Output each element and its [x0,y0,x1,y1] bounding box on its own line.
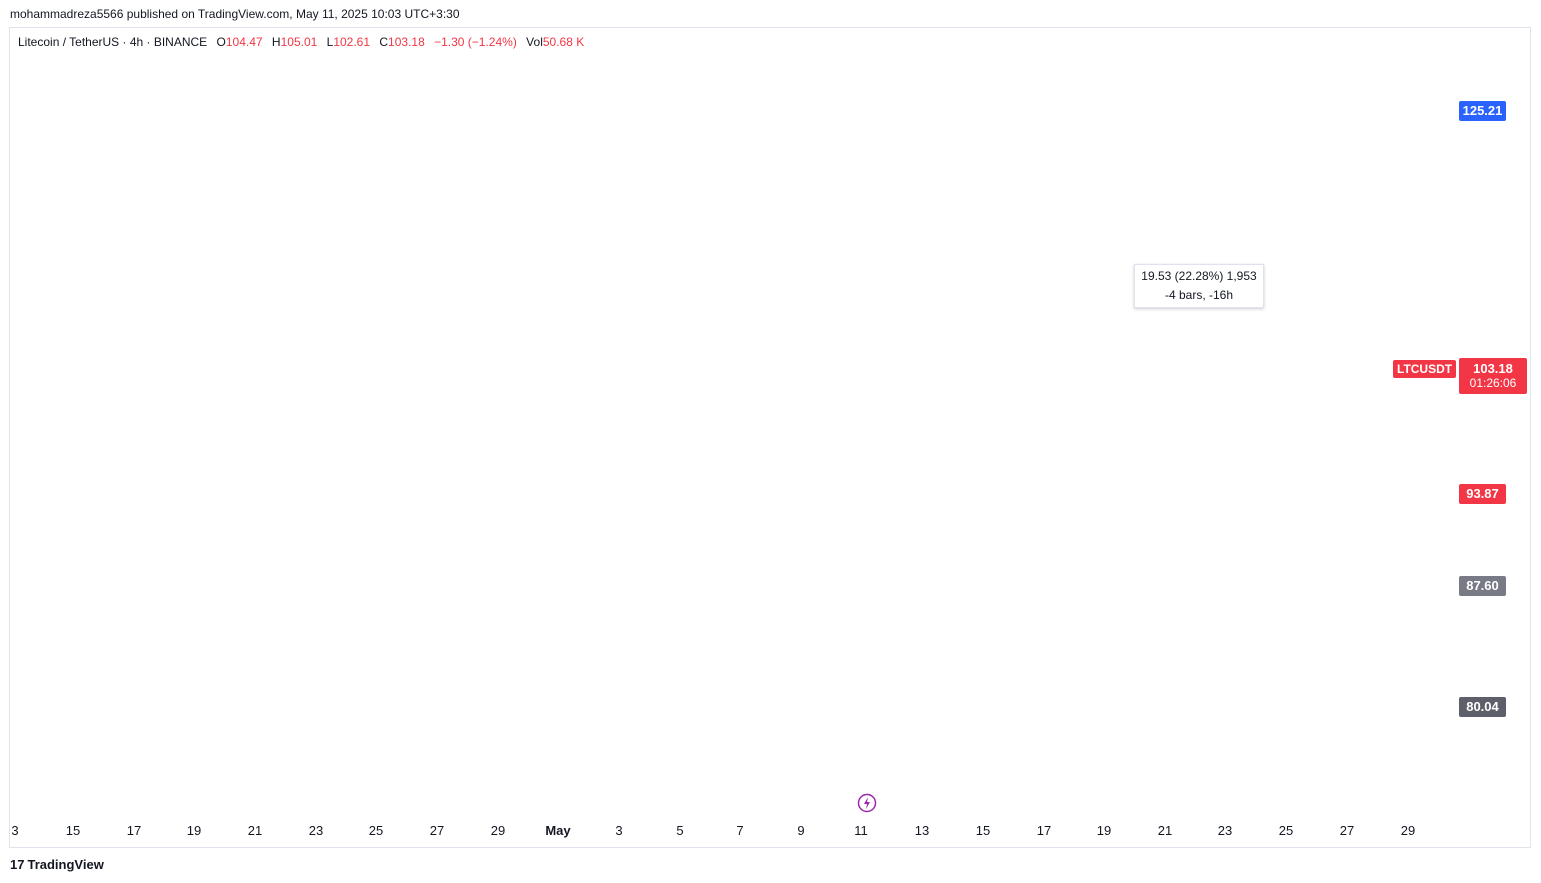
chart-frame[interactable] [9,27,1531,848]
x-tick-label: 9 [797,823,805,838]
volume-label: Vol [526,35,543,49]
close-label: C [379,35,389,49]
bar-countdown: 01:26:06 [1469,376,1517,390]
current-price-badge: 103.18 01:26:06 [1459,358,1527,394]
x-tick-label: 3 [615,823,623,838]
x-tick-label: 19 [186,823,202,838]
ticker-tag: LTCUSDT [1393,360,1457,378]
lightning-icon[interactable] [857,793,877,813]
symbol-legend: Litecoin / TetherUS · 4h · BINANCE O104.… [18,35,584,49]
x-tick-label: 3 [11,823,19,838]
x-tick-label: 17 [1036,823,1052,838]
measurement-line-1: 19.53 (22.28%) 1,953 [1141,269,1257,283]
x-tick-label: 23 [1217,823,1233,838]
x-tick-label: 27 [1339,823,1355,838]
publisher-header: mohammadreza5566 published on TradingVie… [10,7,460,21]
open-label: O [216,35,226,49]
x-tick-label: 27 [429,823,445,838]
measurement-line-2: -4 bars, -16h [1164,288,1234,302]
volume-value: 50.68 K [542,35,585,49]
stop-price-badge: 80.04 [1459,697,1506,717]
target-price-badge: 125.21 [1459,101,1506,121]
x-tick-label: 25 [368,823,384,838]
x-tick-label: 19 [1096,823,1112,838]
x-tick-label: 29 [1400,823,1416,838]
x-tick-label: 29 [490,823,506,838]
low-value: 102.61 [333,35,371,49]
measurement-tooltip: 19.53 (22.28%) 1,953 -4 bars, -16h [1134,264,1264,308]
x-tick-label: 7 [736,823,744,838]
x-tick-label: 15 [975,823,991,838]
x-tick-label: 13 [914,823,930,838]
stop-zone-top-badge: 87.60 [1459,576,1506,596]
change-value: −1.30 (−1.24%) [434,35,517,49]
x-tick-label: 5 [676,823,684,838]
x-tick-label: 11 [854,823,868,838]
x-tick-label: May [545,823,571,838]
tradingview-logo-text: TradingView [27,857,104,872]
close-value: 103.18 [388,35,425,49]
open-value: 104.47 [225,35,263,49]
current-price: 103.18 [1473,361,1513,376]
x-tick-label: 25 [1278,823,1294,838]
low-label: L [326,35,334,49]
entry-price-badge: 93.87 [1459,484,1506,504]
symbol-name: Litecoin / TetherUS · 4h · BINANCE [18,35,208,49]
high-value: 105.01 [280,35,318,49]
x-tick-label: 15 [65,823,81,838]
x-tick-label: 21 [1157,823,1173,838]
tradingview-logo[interactable]: 17 TradingView [10,857,104,872]
x-tick-label: 21 [247,823,263,838]
x-tick-label: 17 [126,823,142,838]
x-tick-label: 23 [308,823,324,838]
high-label: H [271,35,281,49]
tradingview-logo-icon: 17 [10,857,25,872]
